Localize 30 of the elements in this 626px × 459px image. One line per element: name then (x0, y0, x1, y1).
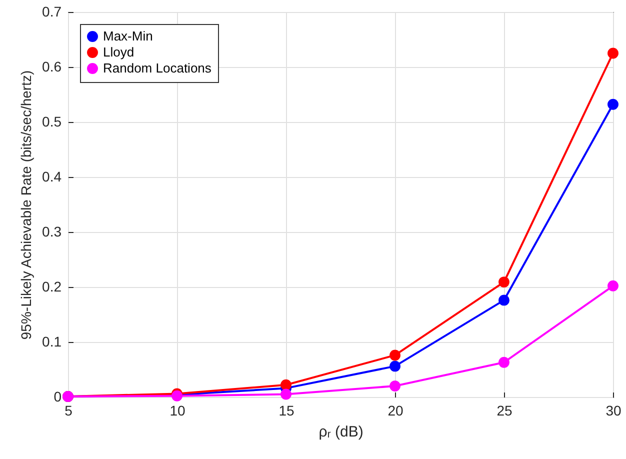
point (608, 48, 618, 59)
point (280, 388, 292, 400)
y-tick-label: 0.7 (42, 4, 62, 20)
y-axis-title: 95%-Likely Achievable Rate (bits/sec/hertz) (18, 70, 34, 340)
legend-label: Random Locations (103, 60, 212, 76)
point (608, 280, 618, 292)
y-tick-label: 0 (54, 388, 62, 404)
point (498, 294, 510, 306)
y-tick-label: 0.4 (42, 168, 62, 184)
y-tick-label: 0.2 (42, 278, 62, 294)
y-tick-label: 0.1 (42, 334, 62, 350)
point (498, 356, 510, 368)
point (390, 380, 400, 392)
x-tick-label: 20 (388, 402, 404, 418)
x-tick-label: 30 (606, 402, 622, 418)
legend-label: Lloyd (103, 44, 134, 60)
point (498, 276, 510, 288)
x-tick-label: 10 (170, 402, 186, 418)
point (390, 360, 400, 372)
x-tick-label: 25 (496, 402, 512, 418)
point (608, 98, 618, 110)
x-axis-title: ρᵣ (dB) (318, 424, 364, 440)
x-tick-label: 15 (278, 402, 294, 418)
y-tick-label: 0.6 (42, 58, 62, 74)
legend-label: Max-Min (103, 28, 153, 44)
point (280, 379, 292, 390)
point (390, 350, 400, 361)
y-tick-label: 0.5 (42, 114, 62, 130)
x-tick-label: 5 (64, 402, 73, 418)
y-tick-label: 0.3 (42, 224, 62, 240)
